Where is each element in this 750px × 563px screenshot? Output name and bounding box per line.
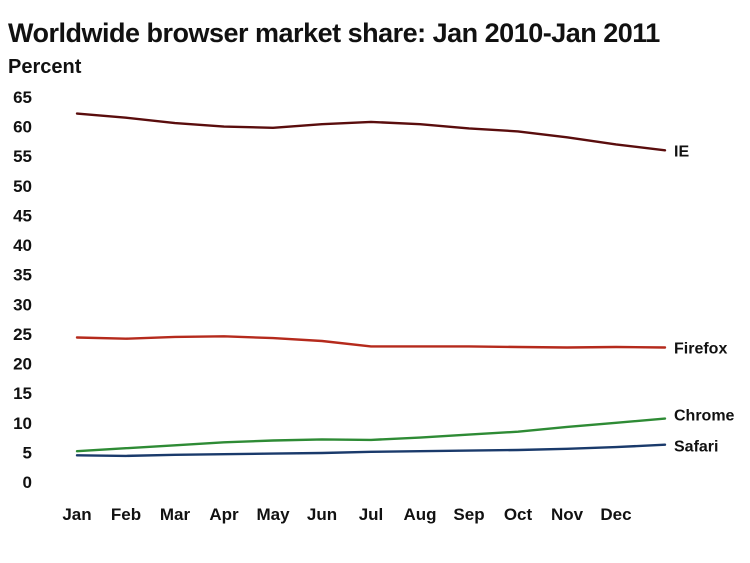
series-label-safari: Safari xyxy=(674,439,718,456)
series-label-chrome: Chrome xyxy=(674,408,735,425)
y-tick-label: 65 xyxy=(13,88,32,107)
series-line-firefox xyxy=(75,335,667,349)
y-tick-label: 35 xyxy=(13,266,32,285)
x-axis-ticks: Jan Feb Mar Apr May Jun Jul Aug Sep Oct Nov Dec xyxy=(62,505,631,524)
y-tick-label: 55 xyxy=(13,147,32,166)
y-tick-label: 45 xyxy=(13,206,32,225)
series-lines xyxy=(75,112,667,458)
y-tick-label: 50 xyxy=(13,177,32,196)
x-tick-label: Jan xyxy=(62,505,91,524)
x-tick-label: Mar xyxy=(160,505,191,524)
y-axis-label: Percent xyxy=(8,56,82,78)
y-tick-label: 20 xyxy=(13,355,32,374)
series-label-ie: IE xyxy=(674,143,689,160)
series-labels: IE Firefox Chrome Safari xyxy=(674,143,735,455)
y-axis-ticks: 0 5 10 15 20 25 30 35 40 45 50 55 60 65 xyxy=(13,88,32,492)
y-tick-label: 30 xyxy=(13,295,32,314)
series-line-chrome xyxy=(75,417,667,453)
chart-title: Worldwide browser market share: Jan 2010… xyxy=(8,18,660,48)
x-tick-label: Oct xyxy=(504,505,533,524)
y-tick-label: 5 xyxy=(23,443,32,462)
x-tick-label: Feb xyxy=(111,505,141,524)
y-tick-label: 40 xyxy=(13,236,32,255)
x-tick-label: Apr xyxy=(209,505,239,524)
series-line-safari xyxy=(75,443,667,458)
x-tick-label: Jun xyxy=(307,505,337,524)
y-tick-label: 25 xyxy=(13,325,32,344)
series-label-firefox: Firefox xyxy=(674,341,727,358)
x-tick-label: May xyxy=(256,505,290,524)
y-tick-label: 0 xyxy=(23,473,32,492)
x-tick-label: Sep xyxy=(453,505,484,524)
series-line-ie xyxy=(75,112,667,152)
x-tick-label: Dec xyxy=(600,505,631,524)
y-tick-label: 60 xyxy=(13,118,32,137)
y-tick-label: 15 xyxy=(13,384,32,403)
y-tick-label: 10 xyxy=(13,414,32,433)
x-tick-label: Aug xyxy=(403,505,436,524)
x-tick-label: Nov xyxy=(551,505,584,524)
x-tick-label: Jul xyxy=(359,505,384,524)
